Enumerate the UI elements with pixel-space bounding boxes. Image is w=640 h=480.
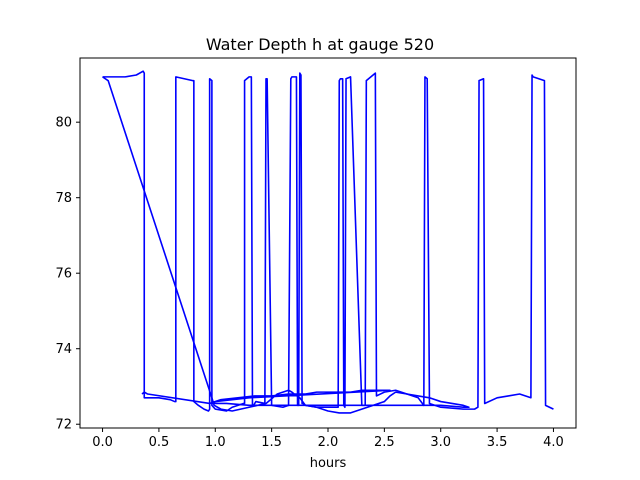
- x-tick-label: 2.0: [318, 435, 339, 450]
- y-tick-label: 76: [55, 267, 72, 282]
- series-group: [102, 70, 554, 414]
- chart-title: Water Depth h at gauge 520: [206, 35, 434, 54]
- x-axis: 0.0 0.5 1.0 1.5 2.0 2.5 3.0 3.5 4.0: [92, 428, 564, 450]
- plot-background: [80, 58, 576, 428]
- series-line-0: [102, 70, 554, 412]
- series-line-1: [102, 76, 470, 414]
- y-tick-label: 72: [55, 418, 72, 433]
- x-tick-label: 3.5: [487, 435, 508, 450]
- x-tick-label: 0.5: [149, 435, 170, 450]
- x-tick-label: 2.5: [374, 435, 395, 450]
- y-tick-label: 74: [55, 342, 72, 357]
- x-tick-label: 4.0: [543, 435, 564, 450]
- y-tick-label: 78: [55, 191, 72, 206]
- y-tick-label: 80: [55, 116, 72, 131]
- x-tick-label: 0.0: [92, 435, 113, 450]
- x-tick-label: 1.5: [261, 435, 282, 450]
- x-tick-label: 3.0: [430, 435, 451, 450]
- x-axis-label: hours: [310, 456, 347, 471]
- y-axis: 72 74 76 78 80: [55, 116, 80, 433]
- x-tick-label: 1.0: [205, 435, 226, 450]
- plot-area: [79, 57, 577, 429]
